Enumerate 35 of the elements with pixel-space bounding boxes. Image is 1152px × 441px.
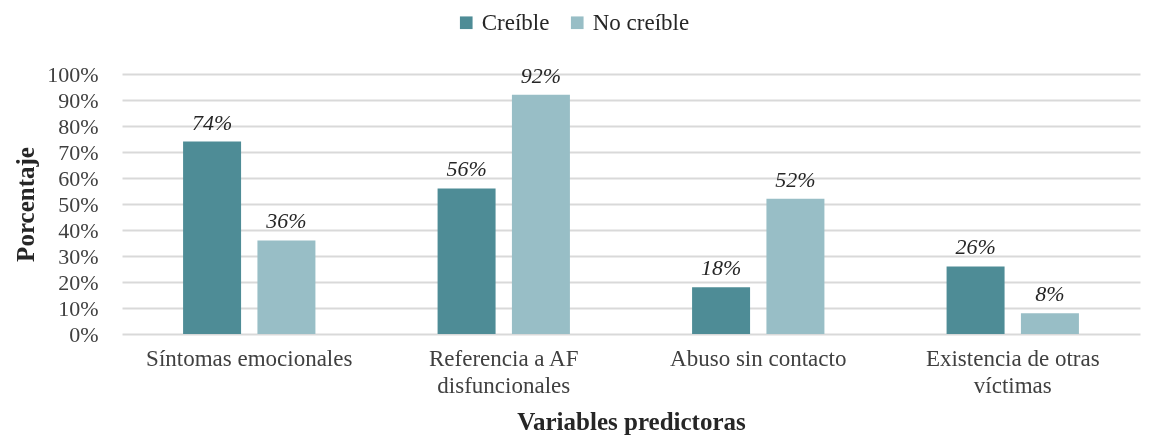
x-tick-label: Abuso sin contacto <box>670 345 847 371</box>
data-label: 56% <box>446 156 487 182</box>
legend-label: Creíble <box>481 9 550 35</box>
bar <box>1020 313 1079 334</box>
x-tick-label: Referencia a AF disfuncionales <box>429 345 579 398</box>
data-label: 26% <box>955 234 996 260</box>
y-tick-label: 20% <box>58 269 99 295</box>
y-tick-label: 40% <box>58 217 99 243</box>
bar <box>692 287 751 334</box>
y-tick-label: 10% <box>58 295 99 321</box>
x-axis-title: Variables predictoras <box>517 407 746 435</box>
y-tick-label: 50% <box>58 191 99 217</box>
data-label: 18% <box>700 255 742 281</box>
y-tick-label: 80% <box>58 113 99 139</box>
x-tick-label: Síntomas emocionales <box>146 345 353 371</box>
legend-label: No creíble <box>592 9 690 35</box>
y-tick-label: 100% <box>47 61 99 87</box>
y-tick-label: 70% <box>58 139 99 165</box>
y-tick-label: 90% <box>58 87 99 113</box>
y-tick-label: 30% <box>58 243 99 269</box>
bar <box>766 198 825 334</box>
y-tick-label: 60% <box>58 165 99 191</box>
y-axis-title: Porcentaje <box>12 147 40 262</box>
y-tick-label: 0% <box>69 321 99 347</box>
bar <box>257 240 316 334</box>
bar <box>183 141 242 334</box>
x-tick-label: Existencia de otras víctimas <box>925 345 1100 398</box>
bar <box>437 188 496 334</box>
bar <box>511 94 570 334</box>
data-label: 74% <box>191 109 233 135</box>
data-label: 52% <box>775 166 816 192</box>
bar <box>946 266 1005 334</box>
data-label: 8% <box>1035 281 1065 307</box>
data-label: 92% <box>520 62 562 88</box>
data-label: 36% <box>265 208 307 234</box>
